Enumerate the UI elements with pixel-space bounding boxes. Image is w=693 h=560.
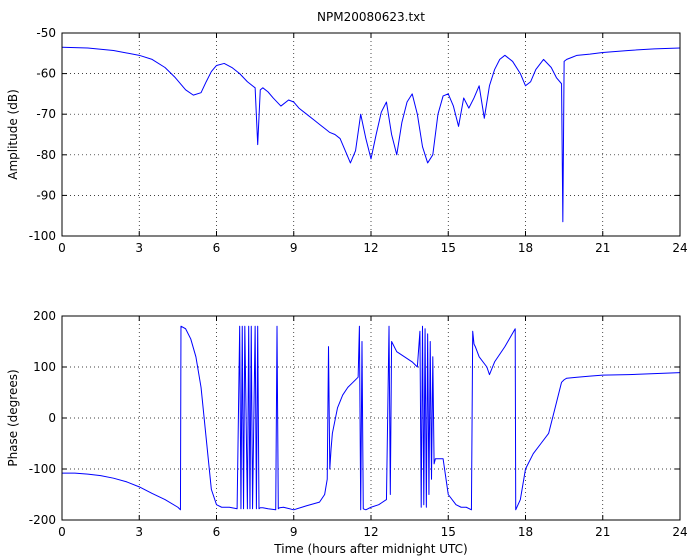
amplitude-panel: 0 3 6 9 12 15 18 21 24 -50 -60 -70 -80 -90 -100 Amplitu…	[6, 26, 688, 255]
amplitude-ytick-label: -70	[36, 107, 56, 121]
amplitude-xtick-label: 3	[135, 241, 143, 255]
phase-ytick-label: 200	[33, 309, 56, 323]
phase-series-line	[62, 325, 681, 511]
phase-xtick-label: 9	[290, 525, 298, 539]
phase-xtick-label: 12	[363, 525, 378, 539]
amplitude-ytick-label: -100	[29, 229, 56, 243]
phase-panel: 0 3 6 9 12 15 18 21 24 200 100 0 -100 -200 Phase (degr…	[6, 309, 688, 556]
phase-ytick-label: -200	[29, 513, 56, 527]
phase-ytick-label: -100	[29, 462, 56, 476]
amplitude-xtick-label: 9	[290, 241, 298, 255]
phase-xtick-label: 0	[58, 525, 66, 539]
phase-xtick-label: 6	[213, 525, 221, 539]
chart-title: NPM20080623.txt	[317, 10, 425, 24]
amplitude-series-line	[61, 46, 681, 223]
phase-xtick-label: 21	[595, 525, 610, 539]
phase-ylabel: Phase (degrees)	[6, 369, 20, 466]
amplitude-ylabel: Amplitude (dB)	[6, 89, 20, 180]
amplitude-xtick-label: 12	[363, 241, 378, 255]
amplitude-xtick-label: 24	[672, 241, 687, 255]
amplitude-xtick-label: 18	[518, 241, 533, 255]
amplitude-ytick-label: -80	[36, 148, 56, 162]
amplitude-xtick-label: 6	[213, 241, 221, 255]
phase-ytick-label: 0	[48, 411, 56, 425]
amplitude-xtick-label: 21	[595, 241, 610, 255]
amplitude-ytick-label: -50	[36, 26, 56, 40]
phase-xlabel: Time (hours after midnight UTC)	[273, 542, 467, 556]
amplitude-ytick-label: -90	[36, 188, 56, 202]
amplitude-xtick-label: 15	[441, 241, 456, 255]
phase-ytick-label: 100	[33, 360, 56, 374]
phase-xtick-label: 24	[672, 525, 687, 539]
phase-xtick-label: 15	[441, 525, 456, 539]
amplitude-ytick-label: -60	[36, 67, 56, 81]
phase-xtick-label: 18	[518, 525, 533, 539]
amplitude-xtick-label: 0	[58, 241, 66, 255]
phase-xtick-label: 3	[135, 525, 143, 539]
